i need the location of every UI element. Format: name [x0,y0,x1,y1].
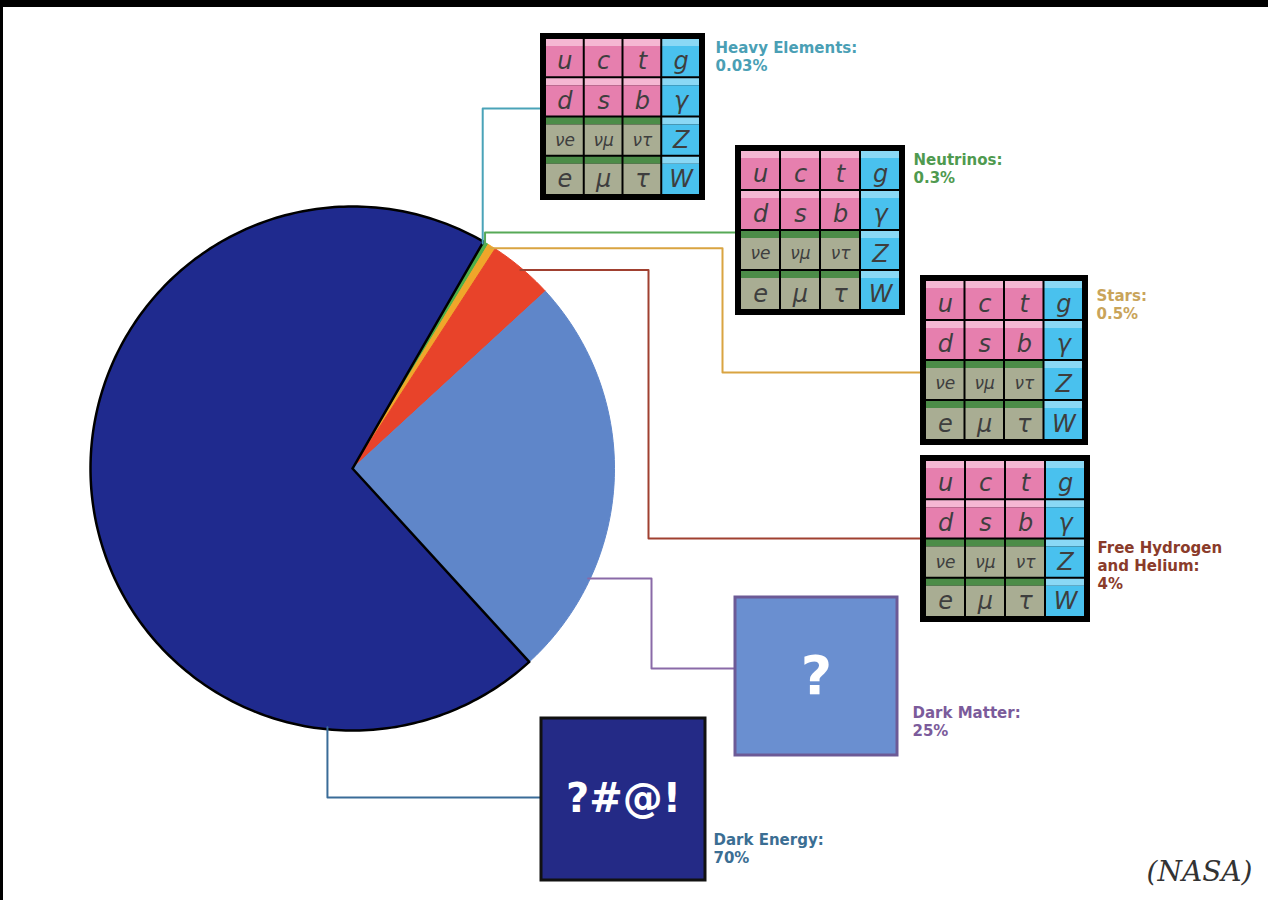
svg-text:νe: νe [936,552,956,572]
svg-text:?#@!: ?#@! [566,775,681,821]
svg-text:u: u [557,47,572,75]
svg-text:b: b [1017,330,1032,358]
svg-text:μ: μ [792,280,808,308]
svg-text:W: W [1052,410,1077,438]
svg-text:b: b [833,200,848,228]
svg-text:νμ: νμ [790,243,810,263]
svg-text:Stars:0.5%: Stars:0.5% [1097,287,1147,323]
svg-text:Dark Energy:70%: Dark Energy:70% [714,831,824,867]
svg-text:νμ: νμ [593,130,613,150]
svg-text:Free Hydrogenand Helium:4%: Free Hydrogenand Helium:4% [1098,539,1223,593]
svg-text:μ: μ [976,410,992,438]
svg-text:(NASA): (NASA) [1147,855,1253,888]
svg-text:Z: Z [1055,370,1073,398]
svg-text:ντ: ντ [633,130,653,150]
svg-text:μ: μ [595,165,611,193]
svg-text:g: g [1056,290,1071,318]
svg-text:g: g [873,160,888,188]
svg-text:t: t [638,47,649,75]
svg-text:μ: μ [977,587,993,615]
svg-text:τ: τ [1018,587,1033,615]
svg-text:W: W [869,280,894,308]
svg-text:g: g [674,47,689,75]
svg-text:t: t [1020,290,1031,318]
svg-text:e: e [557,165,572,193]
svg-text:?: ? [801,644,832,707]
svg-text:u: u [753,160,768,188]
svg-text:νe: νe [751,243,771,263]
svg-text:τ: τ [1017,410,1032,438]
svg-text:s: s [979,509,992,537]
svg-text:c: c [979,469,992,497]
svg-text:γ: γ [873,200,889,228]
svg-text:νμ: νμ [975,373,995,393]
svg-text:ντ: ντ [831,243,851,263]
svg-text:γ: γ [1057,330,1073,358]
svg-text:νe: νe [555,130,575,150]
svg-text:e: e [753,280,768,308]
svg-text:Z: Z [1056,548,1074,576]
svg-text:d: d [938,509,954,537]
svg-text:ντ: ντ [1014,373,1034,393]
svg-text:W: W [1054,587,1079,615]
svg-text:g: g [1058,469,1073,497]
svg-text:s: s [597,87,610,115]
svg-text:γ: γ [674,87,690,115]
svg-text:ντ: ντ [1016,552,1036,572]
svg-text:c: c [597,47,610,75]
svg-text:Z: Z [871,240,889,268]
svg-text:b: b [635,87,650,115]
svg-text:τ: τ [635,165,650,193]
svg-text:νμ: νμ [975,552,995,572]
svg-text:t: t [836,160,847,188]
svg-text:γ: γ [1058,509,1074,537]
svg-text:t: t [1021,469,1032,497]
svg-text:Heavy Elements:0.03%: Heavy Elements:0.03% [716,39,858,75]
svg-text:Dark Matter:25%: Dark Matter:25% [913,704,1021,740]
svg-text:u: u [938,469,953,497]
svg-text:s: s [978,330,991,358]
svg-text:c: c [978,290,991,318]
svg-text:b: b [1018,509,1033,537]
svg-text:W: W [669,165,694,193]
svg-text:Neutrinos:0.3%: Neutrinos:0.3% [914,151,1003,187]
svg-text:Z: Z [672,126,690,154]
svg-text:e: e [938,587,953,615]
svg-text:c: c [794,160,807,188]
svg-text:e: e [938,410,953,438]
svg-text:d: d [557,87,573,115]
svg-text:s: s [794,200,807,228]
svg-text:d: d [753,200,769,228]
svg-text:νe: νe [935,373,955,393]
svg-text:u: u [938,290,953,318]
svg-text:τ: τ [833,280,848,308]
svg-text:d: d [938,330,954,358]
